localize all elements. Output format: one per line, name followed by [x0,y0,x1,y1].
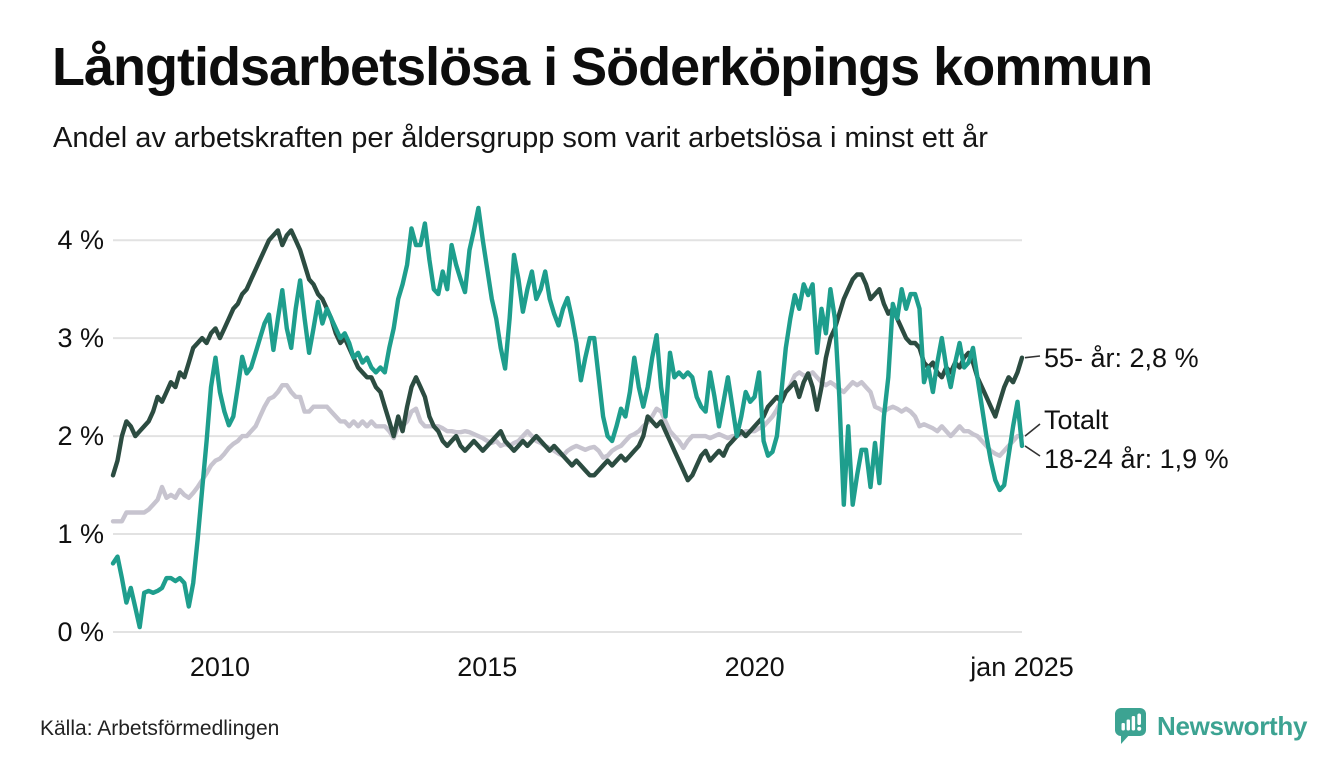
page-subtitle: Andel av arbetskraften per åldersgrupp s… [53,122,988,154]
y-axis-tick-label: 2 % [57,421,104,452]
series-line-1 [110,370,1025,524]
y-axis-tick-label: 0 % [57,617,104,647]
newsworthy-logo: Newsworthy [1114,707,1307,745]
x-axis-tick-label: 2010 [189,652,250,682]
series-end-label-totalt: Totalt [1044,405,1109,435]
label-connector-line [1024,445,1041,457]
source-note: Källa: Arbetsförmedlingen [40,717,280,740]
newsworthy-speech-bubble-bar-chart-icon [1114,707,1148,745]
label-connector-line [1024,355,1041,359]
y-axis-tick-label: 4 % [57,225,104,256]
newsworthy-wordmark: Newsworthy [1157,710,1308,741]
series-line-2 [110,205,1025,630]
x-axis-tick-label: jan 2025 [970,652,1074,682]
page-title: Långtidsarbetslösa i Söderköpings kommun [52,37,1153,97]
x-axis-tick-label: 2015 [457,652,518,682]
label-connector-line [1024,423,1041,437]
x-axis-tick-label: 2020 [724,652,785,682]
series-end-label-55-ar: 55- år: 2,8 % [1044,343,1199,373]
series-end-label-18-24-ar: 18-24 år: 1,9 % [1044,444,1229,474]
y-axis-tick-label: 1 % [57,519,104,550]
y-axis-tick-label: 3 % [57,323,104,354]
series-line-0 [110,228,1025,483]
